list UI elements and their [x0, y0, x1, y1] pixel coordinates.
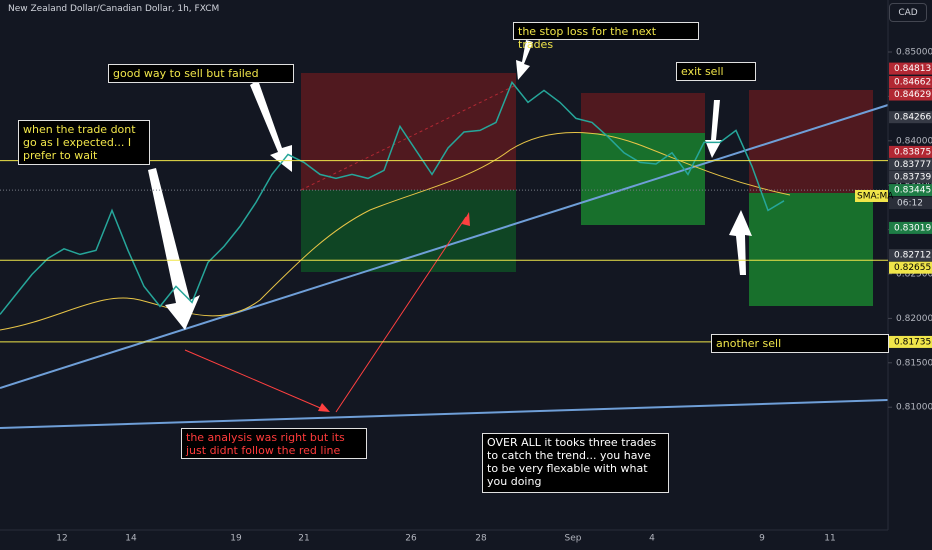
x-tick-label: 19: [230, 534, 242, 544]
chart-title: New Zealand Dollar/Canadian Dollar, 1h, …: [8, 4, 220, 14]
countdown-label: 06:12: [897, 199, 923, 209]
y-tick-label: 0.85000: [896, 48, 932, 58]
sma-label: SMA:MA: [857, 192, 894, 202]
price-badge: [889, 261, 932, 274]
price-badge-label: 0.83019: [894, 223, 931, 233]
price-badge-label: 0.84662: [894, 78, 931, 88]
target-zone: [749, 193, 873, 306]
price-badge-label: 0.84813: [894, 64, 931, 74]
annotation: when the trade dont go as I expected... …: [18, 120, 150, 165]
sma-badge: [855, 190, 888, 202]
price-badge: [889, 111, 932, 124]
target-zone: [301, 190, 516, 272]
price-badge-label: 0.84629: [894, 90, 931, 100]
arrow: [516, 40, 533, 80]
annotation: the stop loss for the next trades: [513, 22, 699, 51]
arrow-line: [335, 216, 467, 413]
arrow-line: [184, 349, 326, 411]
annotation: good way to sell but failed: [108, 64, 294, 83]
stop-zone: [301, 73, 516, 190]
y-tick-label: 0.84000: [896, 136, 932, 146]
y-tick-label: 0.81000: [896, 403, 932, 413]
annotation: OVER ALL it tooks three trades to catch …: [482, 433, 669, 493]
price-line: [0, 80, 785, 315]
price-badge-label: 0.82655: [894, 263, 931, 273]
arrow: [250, 80, 292, 172]
x-tick-label: 14: [125, 534, 137, 544]
price-badge: [889, 335, 932, 348]
currency-button[interactable]: CAD: [889, 3, 927, 22]
x-tick-label: 11: [824, 534, 835, 544]
stop-zone: [581, 93, 705, 133]
price-badge: [889, 158, 932, 171]
y-tick-label: 0.81500: [896, 358, 932, 368]
arrow-head: [462, 212, 470, 226]
trend-line: [0, 399, 889, 429]
price-badge: [889, 76, 932, 89]
y-tick-label: 0.82500: [896, 270, 932, 280]
x-tick-label: 28: [475, 534, 487, 544]
annotation: exit sell: [676, 62, 756, 81]
countdown-badge: [889, 197, 932, 210]
sma-line: [0, 132, 791, 331]
annotation: another sell: [711, 334, 889, 353]
price-badge-label: 0.83445: [894, 186, 931, 196]
x-tick-label: 12: [56, 534, 67, 544]
price-badge-label: 0.83777: [894, 160, 931, 170]
price-badge-label: 0.82712: [894, 251, 931, 261]
x-tick-label: 26: [405, 534, 417, 544]
arrow: [729, 210, 752, 275]
y-tick-label: 0.82000: [896, 314, 932, 324]
price-badge: [889, 249, 932, 262]
trend-line: [0, 104, 889, 389]
arrow: [705, 100, 722, 158]
price-badge: [889, 221, 932, 234]
x-tick-label: Sep: [565, 534, 582, 544]
x-tick-label: 21: [298, 534, 309, 544]
price-badge: [889, 88, 932, 101]
price-badge-label: 0.81735: [894, 337, 931, 347]
price-badge-label: 0.83739: [894, 172, 931, 182]
annotation: the analysis was right but its just didn…: [181, 428, 367, 459]
x-tick-label: 9: [759, 534, 765, 544]
price-badge: [889, 145, 932, 158]
trade-line: [300, 84, 517, 191]
price-badge: [889, 170, 932, 183]
arrow: [148, 168, 200, 330]
price-badge: [889, 184, 932, 197]
target-zone: [581, 133, 705, 225]
price-badge-label: 0.84266: [894, 113, 931, 123]
price-badge: [889, 62, 932, 75]
arrow-head: [318, 403, 330, 412]
stop-zone: [749, 90, 873, 193]
price-badge-label: 0.83875: [894, 147, 931, 157]
x-tick-label: 4: [649, 534, 655, 544]
